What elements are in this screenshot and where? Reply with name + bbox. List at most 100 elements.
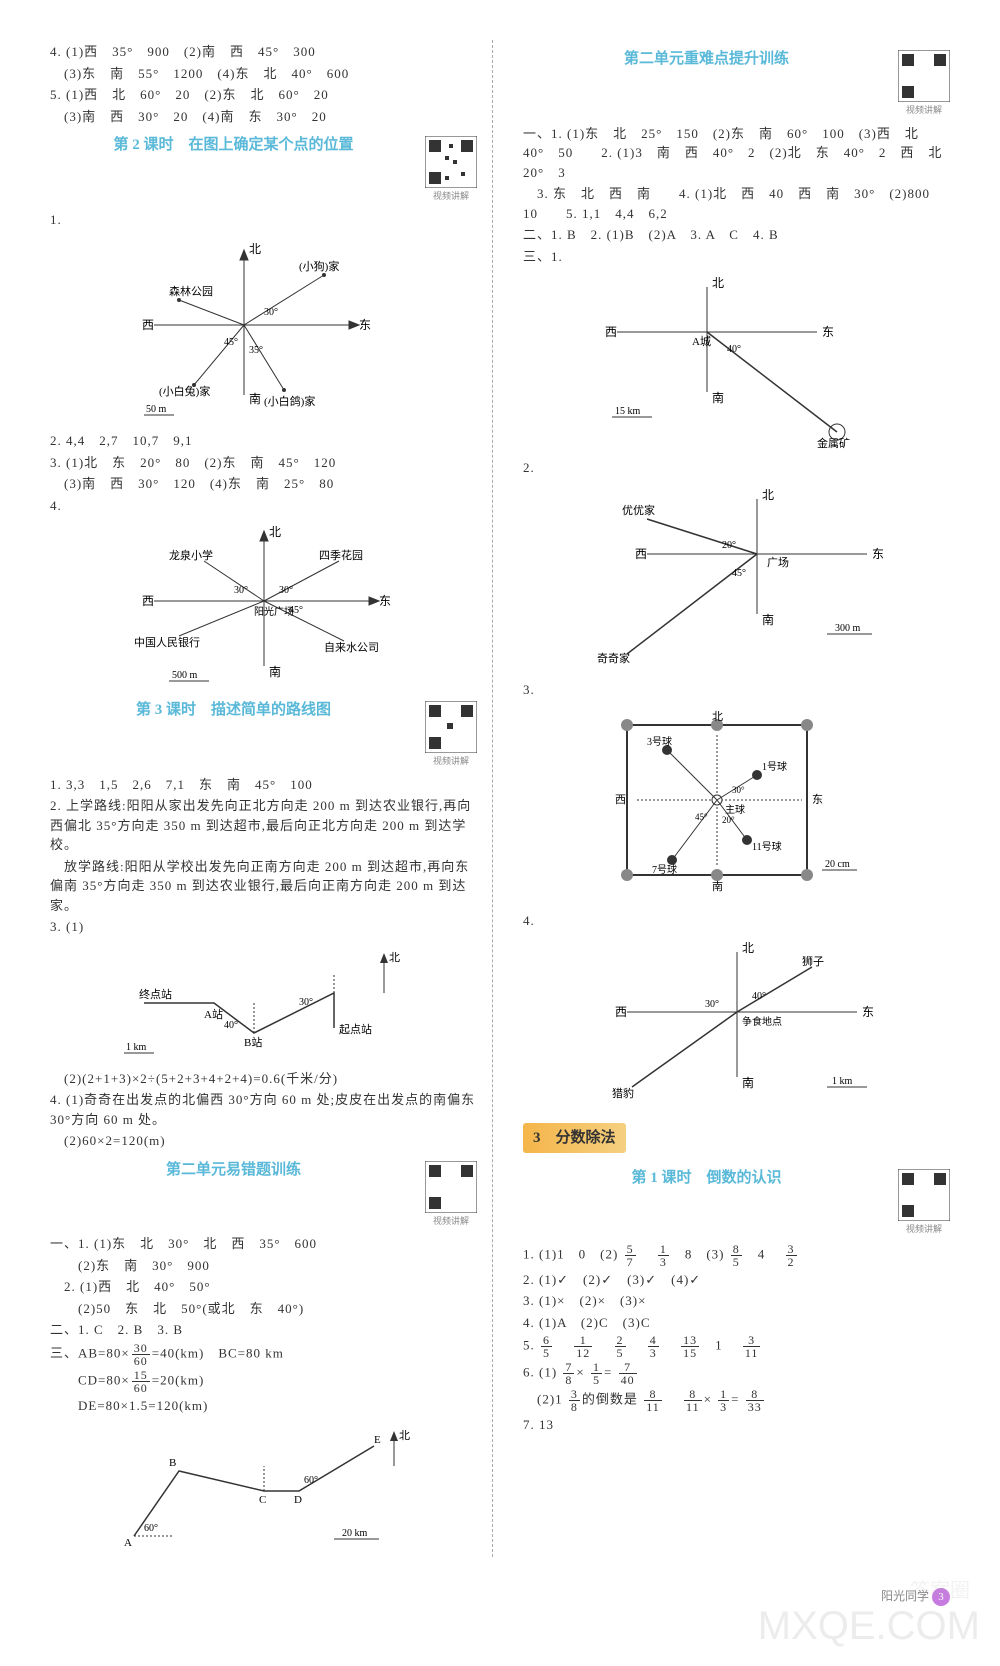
svg-text:50 m: 50 m [146,404,167,415]
svg-text:广场: 广场 [767,555,789,569]
svg-text:60°: 60° [144,1523,158,1534]
svg-text:西: 西 [615,1005,627,1019]
text-line: 二、1. C 2. B 3. B [50,1320,477,1340]
text-line: 4. [523,911,950,931]
text-line: 3. (1)× (2)× (3)× [523,1291,950,1311]
text-line: 一、1. (1)东 北 30° 北 西 35° 600 [50,1234,477,1254]
svg-text:30°: 30° [705,999,719,1010]
text-line: 2. (1)✓ (2)✓ (3)✓ (4)✓ [523,1270,950,1290]
svg-text:东: 东 [812,793,823,806]
text-line: 4. (1)奇奇在出发点的北偏西 30°方向 60 m 处;皮皮在出发点的南偏东… [50,1090,477,1129]
svg-text:猎豹: 猎豹 [612,1086,634,1100]
svg-text:45°: 45° [224,337,238,348]
compass-diagram-2: 北 南 东 西 龙泉小学 四季花园 中国人民银行 自来水公司 阳光广场 30° … [114,521,414,691]
svg-text:11号球: 11号球 [752,840,782,853]
svg-text:东: 东 [822,325,834,339]
svg-text:60°: 60° [304,1475,318,1486]
svg-text:40°: 40° [224,1020,238,1031]
svg-text:南: 南 [712,880,723,893]
svg-text:20°: 20° [722,540,736,551]
text-line: 2. [523,458,950,478]
svg-text:争食地点: 争食地点 [742,1015,782,1028]
svg-text:阳光广场: 阳光广场 [254,605,294,618]
svg-text:30°: 30° [279,585,293,596]
text-line: 放学路线:阳阳从学校出发先向正南方向走 200 m 到达超市,再向东偏南 35°… [50,857,477,916]
svg-text:A站: A站 [204,1007,223,1021]
qr-label: 视频讲解 [898,1223,950,1237]
svg-text:森林公园: 森林公园 [169,284,213,298]
svg-text:西: 西 [635,547,647,561]
svg-text:(小狗)家: (小狗)家 [299,259,339,273]
text-line: (2)50 东 北 50°(或北 东 40°) [50,1299,477,1319]
svg-text:东: 东 [359,318,371,332]
svg-text:自来水公司: 自来水公司 [324,641,379,654]
text-line: 5. (1)西 北 60° 20 (2)东 北 60° 20 [50,85,477,105]
qr-code: 视频讲解 [425,136,477,204]
svg-text:龙泉小学: 龙泉小学 [169,548,213,562]
svg-text:A城: A城 [692,335,711,348]
text-line: 4. [50,496,477,516]
route-diagram-3: 北 终点站 A站 B站 起点站 40° 30° 1 km [104,943,424,1063]
svg-text:45°: 45° [289,605,303,616]
svg-text:起点站: 起点站 [339,1022,372,1036]
compass-diagram-r2: 北 南 东 西 优优家 广场 奇奇家 20° 45° 300 m [567,484,907,674]
svg-text:狮子: 狮子 [802,955,824,968]
calc-line: DE=80×1.5=120(km) [50,1396,477,1416]
text-line: 3. (1) [50,917,477,937]
svg-text:30°: 30° [264,307,278,318]
text-line: 二、1. B 2. (1)B (2)A 3. A C 4. B [523,225,950,245]
svg-text:20°: 20° [722,815,735,825]
pool-diagram-r3: 北 南 东 西 3号球 1号球 7号球 11号球 主球 30° 20° 45° … [607,705,867,905]
lesson-title: 第 2 课时 在图上确定某个点的位置 [50,134,477,157]
text-line: 2. 上学路线:阳阳从家出发先向正北方向走 200 m 到达农业银行,再向西偏北… [50,796,477,855]
svg-text:北: 北 [762,488,774,502]
calc-line: 1. (1)1 0 (2) 57 13 8 (3) 85 4 32 [523,1243,950,1268]
svg-text:终点站: 终点站 [139,987,172,1001]
lesson-title: 第二单元重难点提升训练 [523,48,950,71]
calc-line: 三、AB=80×3060=40(km) BC=80 km [50,1342,477,1367]
svg-text:北: 北 [712,710,723,723]
lesson-title: 第 1 课时 倒数的认识 [523,1167,950,1190]
svg-text:北: 北 [269,525,281,539]
svg-text:C: C [259,1494,266,1506]
svg-text:45°: 45° [695,812,708,822]
svg-text:西: 西 [605,325,617,339]
svg-text:北: 北 [712,276,724,290]
svg-text:北: 北 [389,951,400,964]
brand-text: 阳光同学 [881,1589,929,1603]
svg-text:40°: 40° [752,991,766,1002]
chapter-banner: 3 分数除法 [523,1123,626,1154]
svg-text:金属矿: 金属矿 [817,436,850,450]
svg-text:北: 北 [399,1429,410,1442]
page-footer: 阳光同学 3 [50,1587,950,1606]
qr-code: 视频讲解 [898,1169,950,1237]
svg-text:40°: 40° [727,344,741,355]
svg-text:30°: 30° [234,585,248,596]
qr-label: 视频讲解 [425,755,477,769]
svg-text:B: B [169,1457,176,1469]
text-line: (3)南 西 30° 20 (4)南 东 30° 20 [50,107,477,127]
svg-text:B站: B站 [244,1035,262,1049]
route-diagram-4: 北 A B C D E 60° 60° 20 km [104,1421,424,1551]
qr-code: 视频讲解 [425,701,477,769]
qr-label: 视频讲解 [898,104,950,118]
svg-text:7号球: 7号球 [652,863,677,876]
calc-line: 6. (1) 78× 15= 740 [523,1361,950,1386]
calc-line: CD=80×1560=20(km) [50,1369,477,1394]
svg-text:奇奇家: 奇奇家 [597,651,630,665]
svg-text:E: E [374,1434,381,1446]
page-number: 3 [932,1588,950,1606]
text-line: 2. (1)西 北 40° 50° [50,1277,477,1297]
svg-text:30°: 30° [732,785,745,795]
compass-diagram-r1: 北 南 东 西 A城 金属矿 40° 15 km [577,272,897,452]
svg-text:北: 北 [249,242,261,256]
svg-text:南: 南 [742,1075,754,1090]
text-line: (2)东 南 30° 900 [50,1256,477,1276]
text-line: 4. (1)西 35° 900 (2)南 西 45° 300 [50,42,477,62]
svg-text:D: D [294,1494,302,1506]
text-line: 三、1. [523,247,950,267]
svg-text:35°: 35° [249,345,263,356]
svg-text:(小白兔)家: (小白兔)家 [159,384,210,398]
text-line: (3)东 南 55° 1200 (4)东 北 40° 600 [50,64,477,84]
text-line: 7. 13 [523,1415,950,1435]
